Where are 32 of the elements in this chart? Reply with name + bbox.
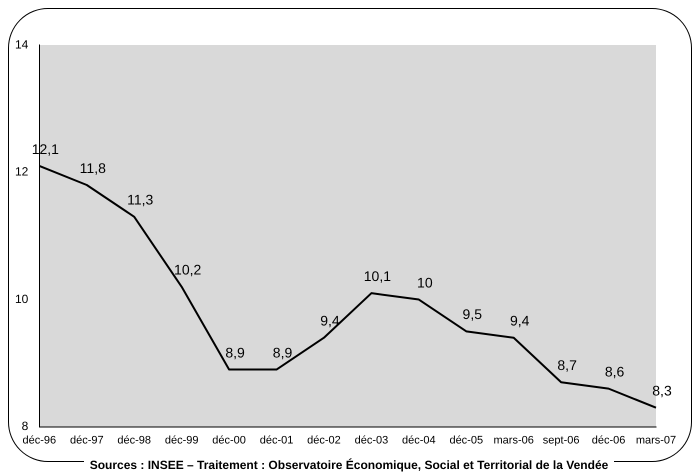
text: 10 <box>417 274 433 290</box>
x-tick-label: déc-00 <box>212 434 246 446</box>
text: 8,7 <box>557 357 577 374</box>
x-tick-label: déc-05 <box>449 434 484 446</box>
x-tick-label: déc-03 <box>354 434 388 446</box>
y-tick-label: 14 <box>14 37 29 52</box>
text: 8,6 <box>604 363 624 380</box>
text: 8,9 <box>272 344 292 360</box>
x-tick-label: déc-06 <box>592 434 626 446</box>
x-tick-label: sept-06 <box>542 434 580 446</box>
text: 10,1 <box>364 268 392 284</box>
x-tick-label: déc-96 <box>22 434 56 446</box>
text: 11,3 <box>127 192 154 208</box>
source-note: Sources : INSEE – Traitement : Observatoire Économique, Social et Territorial de la Vendée <box>84 458 614 472</box>
x-tick-label: déc-01 <box>260 434 294 446</box>
text: 8,9 <box>225 344 245 360</box>
x-tick-label: déc-02 <box>307 434 341 446</box>
text: 9,4 <box>320 312 340 329</box>
text: 8,3 <box>652 382 672 399</box>
x-tick-label: déc-97 <box>70 434 104 446</box>
text: 9,4 <box>510 312 530 329</box>
x-tick-label: mars-06 <box>494 434 534 446</box>
text: 10,2 <box>174 262 202 278</box>
x-tick-label: déc-99 <box>164 434 198 446</box>
text: 11,8 <box>80 160 106 176</box>
y-tick-label: 10 <box>14 292 29 306</box>
x-tick-label: mars-07 <box>636 434 676 446</box>
y-tick-label: 8 <box>22 419 29 434</box>
text: 9,5 <box>462 306 482 322</box>
x-tick-label: déc-04 <box>402 434 436 446</box>
y-tick-label: 12 <box>14 164 29 179</box>
x-tick-label: déc-98 <box>117 434 152 446</box>
